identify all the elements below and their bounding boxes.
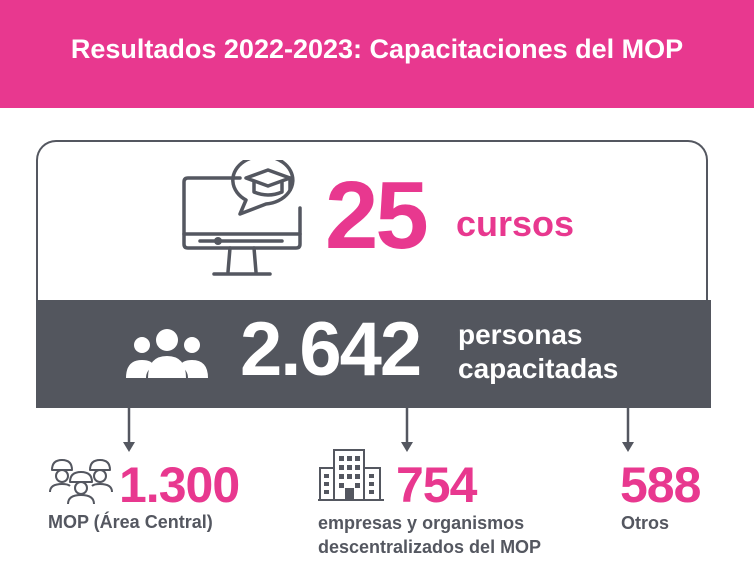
arrow-down-icon xyxy=(622,408,634,452)
building-icon xyxy=(318,449,384,501)
people-count: 2.642 xyxy=(240,307,422,392)
summary-card xyxy=(36,140,708,306)
people-label: personas capacitadas xyxy=(458,318,618,386)
courses-label: cursos xyxy=(456,203,575,244)
arrow-down-icon xyxy=(123,408,135,452)
header-banner: Resultados 2022-2023: Capacitaciones del… xyxy=(0,0,754,108)
people-group-icon xyxy=(126,329,208,378)
stat-value-mop: 1.300 xyxy=(119,457,240,513)
people-label-line1: personas xyxy=(458,319,583,350)
stat-label-empresas-line2: descentralizados del MOP xyxy=(318,537,542,557)
page-title: Resultados 2022-2023: Capacitaciones del… xyxy=(70,34,684,64)
stat-value-empresas: 754 xyxy=(396,457,477,513)
stat-value-otros: 588 xyxy=(620,457,701,513)
arrow-down-icon xyxy=(401,408,413,452)
stat-label-empresas-line1: empresas y organismos xyxy=(318,513,525,533)
people-label-line2: capacitadas xyxy=(458,353,619,384)
courses-count: 25 xyxy=(325,162,429,269)
stat-label-mop: MOP (Área Central) xyxy=(48,512,213,532)
workers-icon xyxy=(49,459,113,504)
stat-label-empresas: empresas y organismos descentralizados d… xyxy=(318,511,541,559)
online-course-monitor-icon xyxy=(182,160,302,276)
stat-label-otros: Otros xyxy=(621,513,670,533)
participants-band xyxy=(36,300,711,408)
